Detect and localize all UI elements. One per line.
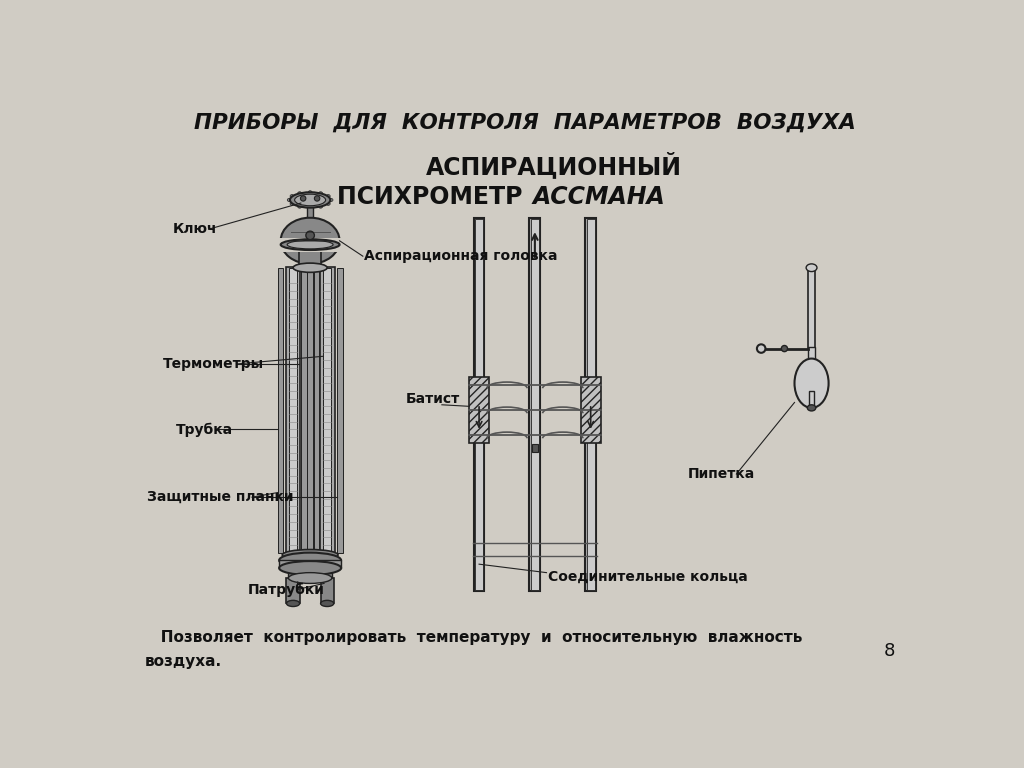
Text: Пипетка: Пипетка <box>687 467 755 481</box>
Ellipse shape <box>327 194 330 197</box>
Ellipse shape <box>281 217 340 264</box>
Bar <box>469 377 489 443</box>
Text: АССМАНА: АССМАНА <box>532 185 666 209</box>
Ellipse shape <box>283 550 338 561</box>
Ellipse shape <box>298 205 302 208</box>
Ellipse shape <box>281 239 340 250</box>
Ellipse shape <box>806 264 817 272</box>
Bar <box>475 219 483 590</box>
Ellipse shape <box>318 205 323 208</box>
Bar <box>319 267 335 555</box>
Text: ПРИБОРЫ  ДЛЯ  КОНТРОЛЯ  ПАРАМЕТРОВ  ВОЗДУХА: ПРИБОРЫ ДЛЯ КОНТРОЛЯ ПАРАМЕТРОВ ВОЗДУХА <box>194 113 856 133</box>
Ellipse shape <box>329 198 333 201</box>
Ellipse shape <box>795 359 828 408</box>
Bar <box>307 203 313 217</box>
Ellipse shape <box>280 561 341 575</box>
Ellipse shape <box>288 198 291 201</box>
Bar <box>287 578 300 604</box>
Bar <box>587 219 595 590</box>
Bar <box>301 268 306 553</box>
Ellipse shape <box>781 346 787 352</box>
Ellipse shape <box>290 192 331 207</box>
Bar <box>286 267 300 555</box>
Text: Защитные планки: Защитные планки <box>147 490 294 504</box>
Bar <box>299 245 321 268</box>
Bar <box>313 268 319 553</box>
Ellipse shape <box>308 190 312 194</box>
Bar <box>289 568 332 578</box>
Bar <box>474 217 484 591</box>
Text: ПСИХРОМЕТР: ПСИХРОМЕТР <box>337 185 531 209</box>
Ellipse shape <box>306 231 314 240</box>
Bar <box>531 445 538 452</box>
Bar <box>581 377 601 443</box>
Ellipse shape <box>299 264 321 271</box>
Bar <box>586 217 596 591</box>
Bar <box>808 347 815 364</box>
Text: Батист: Батист <box>406 392 460 406</box>
Bar <box>531 219 539 590</box>
Text: АСПИРАЦИОННЫЙ: АСПИРАЦИОННЫЙ <box>426 153 682 180</box>
Ellipse shape <box>318 192 323 195</box>
Bar <box>307 268 313 553</box>
Bar <box>808 268 815 349</box>
Text: Термометры: Термометры <box>163 357 264 371</box>
Bar <box>321 578 334 604</box>
Bar <box>323 268 332 553</box>
Bar <box>337 268 343 553</box>
Text: 8: 8 <box>884 642 895 660</box>
Ellipse shape <box>321 601 334 607</box>
Ellipse shape <box>287 601 300 607</box>
Ellipse shape <box>293 263 328 273</box>
Text: Ключ: Ключ <box>173 222 217 237</box>
Ellipse shape <box>298 192 302 195</box>
Text: воздуха.: воздуха. <box>145 654 222 670</box>
Bar <box>289 268 297 553</box>
Ellipse shape <box>289 573 332 584</box>
Bar <box>529 217 541 591</box>
Ellipse shape <box>280 553 341 568</box>
Bar <box>280 561 341 568</box>
Text: Трубка: Трубка <box>176 422 233 436</box>
Ellipse shape <box>757 344 765 353</box>
Text: Соединительные кольца: Соединительные кольца <box>548 571 748 584</box>
Text: Аспирационная головка: Аспирационная головка <box>365 249 558 263</box>
Ellipse shape <box>290 194 294 197</box>
Ellipse shape <box>327 202 330 205</box>
Bar <box>280 238 341 253</box>
Ellipse shape <box>308 206 312 209</box>
Text: Патрубки: Патрубки <box>248 582 325 597</box>
Bar <box>809 391 814 408</box>
Text: Позволяет  контролировать  температуру  и  относительную  влажность: Позволяет контролировать температуру и о… <box>145 630 803 645</box>
Bar <box>278 268 283 553</box>
Ellipse shape <box>314 196 319 201</box>
Ellipse shape <box>290 202 294 205</box>
Ellipse shape <box>295 194 326 206</box>
Ellipse shape <box>287 240 333 249</box>
Ellipse shape <box>807 405 816 411</box>
Ellipse shape <box>300 196 306 201</box>
